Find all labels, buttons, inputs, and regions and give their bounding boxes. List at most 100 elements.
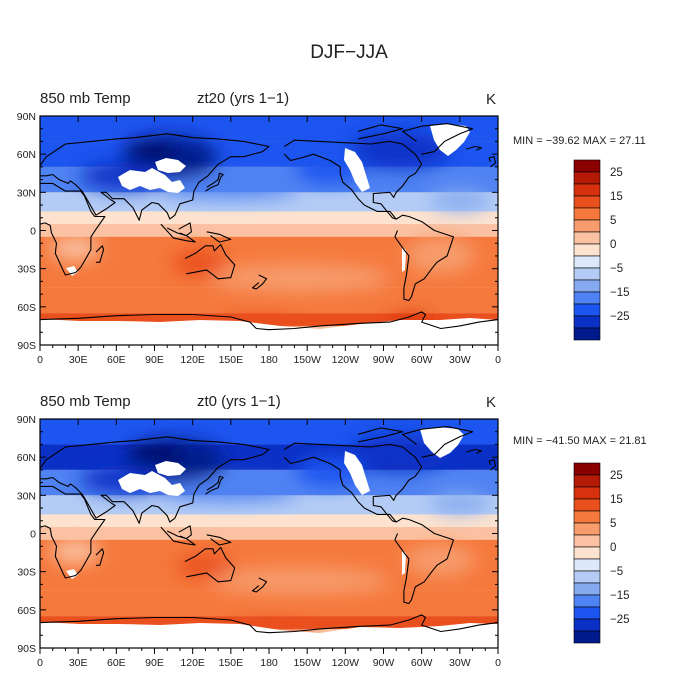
lat-tick-label: 60N (17, 452, 36, 464)
colorbar-swatch (573, 546, 601, 560)
lat-tick-label: 30S (17, 264, 36, 276)
colorbar-swatch (573, 207, 601, 221)
lon-tick-label: 30E (69, 354, 88, 366)
map-field (40, 419, 498, 648)
colorbar-swatch (573, 159, 601, 173)
atlantic-cool (430, 190, 490, 210)
colorbar-swatch (573, 327, 601, 341)
lon-tick-label: 60W (411, 657, 433, 669)
colorbar-swatch (573, 231, 601, 245)
coastline (178, 525, 192, 540)
coastline (40, 133, 270, 221)
colorbar-label: 25 (610, 470, 623, 482)
australia-warm (172, 250, 228, 276)
colorbar: 25 15 5 0 −5 −15 −25 (573, 462, 630, 644)
colorbar-swatch (573, 255, 601, 269)
atlantic-cool (430, 493, 490, 513)
colorbar-label: −25 (610, 311, 630, 323)
lat-tick-label: 0 (30, 529, 36, 541)
lat-tick-label: 30N (17, 187, 36, 199)
lat-band (40, 539, 498, 559)
missing-data-mask (40, 427, 498, 648)
lon-tick-label: 60W (411, 354, 433, 366)
siberia-core (127, 443, 183, 467)
lat-tick-label: 30S (17, 567, 36, 579)
panel-units: K (486, 394, 496, 411)
andes-mask (402, 551, 406, 575)
coastline (205, 475, 224, 495)
colorbar-swatch (573, 279, 601, 293)
figure-title: DJF−JJA (310, 42, 388, 63)
colorbar-swatch (573, 474, 601, 488)
lat-tick-label: 90N (17, 111, 36, 123)
south-pacific-warm (210, 264, 390, 292)
coastline (160, 223, 196, 243)
greenland-mask (430, 124, 470, 156)
lon-tick-label: 180 (260, 354, 278, 366)
colorbar-swatch (573, 498, 601, 512)
coastline (251, 577, 268, 593)
panel-min-max: MIN = −41.50 MAX = 21.81 (513, 435, 647, 447)
lon-tick-label: 30W (449, 657, 471, 669)
missing-data-mask (40, 124, 498, 345)
map-panel-top: 850 mb Temp zt20 (yrs 1−1) K MIN = −39.6… (17, 90, 646, 366)
lon-tick-label: 0 (495, 657, 501, 669)
panel-run-label: zt0 (yrs 1−1) (197, 393, 281, 410)
lon-tick-label: 30W (449, 354, 471, 366)
coastline (40, 485, 106, 579)
coastline (160, 526, 196, 546)
colorbar-swatch (573, 630, 601, 644)
colorbar-swatch (573, 582, 601, 596)
colorbar-swatch (573, 291, 601, 305)
lat-tick-label: 60S (17, 302, 36, 314)
colorbar-label: 5 (610, 518, 616, 530)
colorbar-label: 0 (610, 239, 616, 251)
lon-tick-label: 90E (145, 657, 164, 669)
coastline (488, 459, 497, 471)
antarctica-mask (40, 318, 498, 345)
lat-tick-label: 90S (17, 643, 36, 655)
lon-tick-label: 0 (37, 657, 43, 669)
coastline (206, 231, 232, 243)
lat-band (40, 287, 498, 314)
colorbar-swatch (573, 534, 601, 548)
lat-tick-label: 90S (17, 340, 36, 352)
colorbar-label: 0 (610, 542, 616, 554)
tibet-mask (118, 471, 185, 496)
coastline (184, 546, 236, 583)
coastline (402, 123, 474, 155)
lon-tick-label: 0 (495, 354, 501, 366)
coastline (40, 436, 270, 524)
colorbar-swatch (573, 558, 601, 572)
lon-tick-label: 120E (180, 354, 205, 366)
lon-tick-label: 150E (219, 354, 244, 366)
coastline (95, 548, 105, 566)
map-panel-bottom: 850 mb Temp zt0 (yrs 1−1) K MIN = −41.50… (17, 393, 647, 669)
coastline (184, 243, 236, 280)
lat-tick-label: 60S (17, 605, 36, 617)
lon-tick-label: 120E (180, 657, 205, 669)
coastline (488, 156, 497, 168)
coastline (178, 222, 192, 237)
coastline (95, 245, 105, 263)
temperature-anomalies (50, 132, 490, 333)
colorbar-swatch (573, 594, 601, 608)
temperature-anomalies (50, 435, 490, 638)
mongolia-mask (155, 461, 186, 476)
lon-tick-label: 180 (260, 657, 278, 669)
africa-warm (50, 539, 100, 563)
tibet-mask (118, 168, 185, 193)
coastlines (40, 123, 498, 331)
north-pacific-mid (160, 481, 300, 501)
lon-tick-label: 60E (107, 657, 126, 669)
coastline (394, 214, 455, 302)
panel-units: K (486, 91, 496, 108)
colorbar-swatch (573, 267, 601, 281)
coastline (40, 182, 106, 276)
colorbar-swatch (573, 522, 601, 536)
colorbar-swatch (573, 171, 601, 185)
antarctica-mask (40, 622, 498, 648)
